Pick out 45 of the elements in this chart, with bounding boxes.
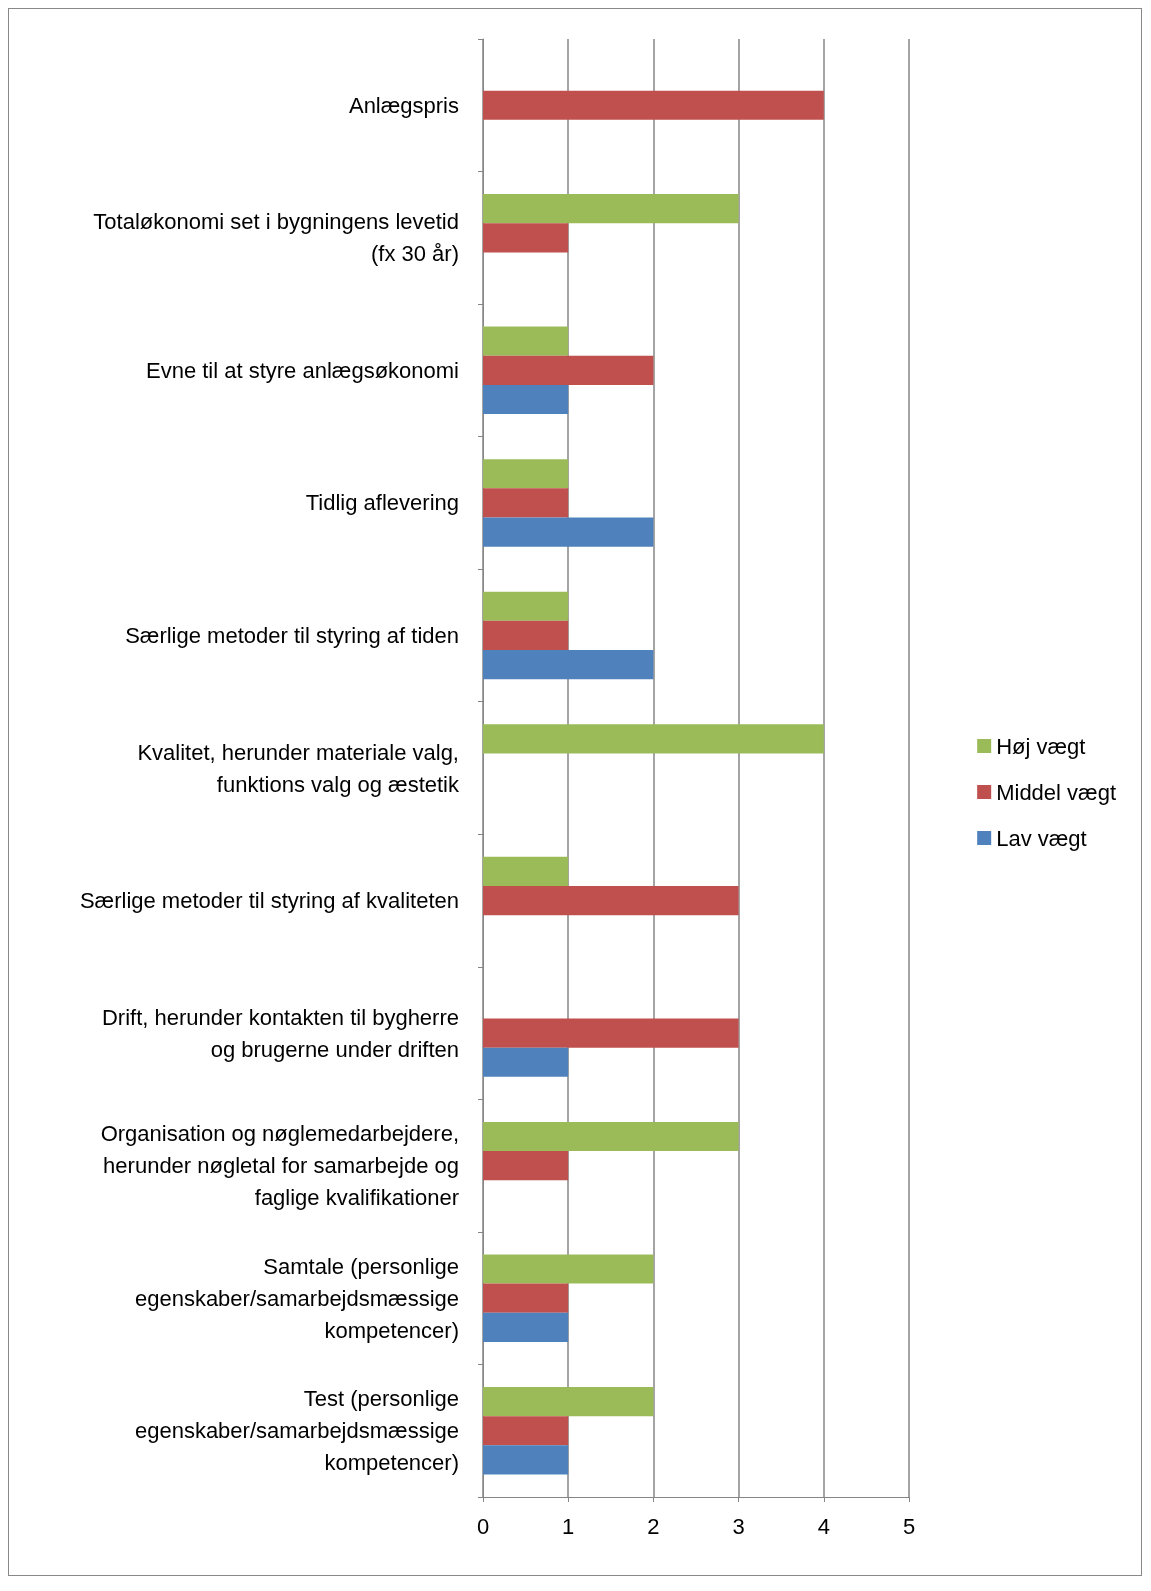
y-tick-label: Test (personlige egenskaber/samarbejdsmæssige kompetencer) bbox=[134, 1386, 459, 1476]
x-tick-label: 5 bbox=[902, 1513, 916, 1539]
x-tick-label: 2 bbox=[647, 1513, 660, 1539]
y-tick-label: Særlige metoder til styring af kvaliteten bbox=[79, 888, 459, 914]
y-tick-label: Samtale (personlige egenskaber/samarbejdsmæssige kompetencer) bbox=[134, 1253, 459, 1343]
bar bbox=[483, 90, 824, 120]
bar bbox=[483, 517, 654, 547]
y-tick-label: Anlægspris bbox=[348, 92, 459, 118]
bar bbox=[483, 384, 569, 415]
bar bbox=[483, 1018, 739, 1048]
bar bbox=[483, 488, 569, 518]
bar bbox=[483, 1151, 569, 1181]
bar bbox=[483, 591, 569, 621]
bar bbox=[483, 459, 569, 489]
x-tick-label: 4 bbox=[817, 1513, 830, 1539]
legend-label: Høj vægt bbox=[996, 733, 1086, 759]
y-tick-label: Kvalitet, herunder materiale valg, funktions valg og æstetik bbox=[137, 739, 460, 797]
x-tick-label: 0 bbox=[476, 1513, 490, 1539]
bar bbox=[483, 1283, 569, 1313]
y-tick-label: Organisation og nøglemedarbejdere, herunder nøgletal for samarbejde og faglige kvalifikationer bbox=[100, 1121, 459, 1211]
y-tick-label: Særlige metoder til styring af tiden bbox=[125, 622, 459, 648]
bar bbox=[483, 885, 739, 916]
bar bbox=[483, 1445, 569, 1475]
bar bbox=[483, 223, 569, 253]
bar bbox=[483, 194, 739, 224]
bar bbox=[483, 620, 569, 651]
bar bbox=[483, 724, 824, 754]
bar bbox=[483, 1121, 739, 1152]
y-tick-label: Evne til at styre anlægsøkonomi bbox=[145, 357, 459, 383]
bar bbox=[483, 1386, 654, 1417]
bar bbox=[483, 1312, 569, 1342]
bar bbox=[483, 1047, 569, 1077]
bar bbox=[483, 355, 654, 385]
legend-label: Middel vægt bbox=[996, 779, 1117, 805]
y-tick-label: Totaløkonomi set i bygningens levetid (fx 30 år) bbox=[93, 209, 459, 267]
y-tick-label: Drift, herunder kontakten til bygherre og brugerne under driften bbox=[101, 1004, 459, 1062]
legend-label: Lav vægt bbox=[996, 825, 1087, 851]
bar bbox=[483, 326, 569, 356]
bar bbox=[483, 1254, 654, 1284]
x-tick-label: 3 bbox=[732, 1513, 745, 1539]
y-tick-label: Tidlig aflevering bbox=[305, 490, 459, 516]
bar bbox=[483, 856, 569, 886]
bar bbox=[483, 1416, 569, 1446]
bar bbox=[483, 650, 654, 680]
x-tick-label: 1 bbox=[562, 1513, 575, 1539]
